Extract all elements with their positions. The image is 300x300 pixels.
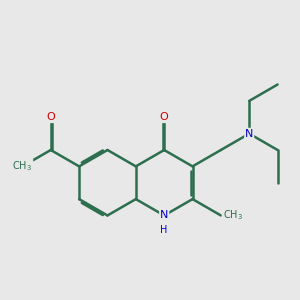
Text: O: O (160, 112, 169, 122)
Text: CH$_3$: CH$_3$ (223, 208, 242, 222)
Text: H: H (160, 225, 168, 235)
Text: CH$_3$: CH$_3$ (12, 160, 32, 173)
Text: N: N (245, 129, 254, 139)
Text: O: O (46, 112, 55, 122)
Text: N: N (160, 211, 168, 220)
